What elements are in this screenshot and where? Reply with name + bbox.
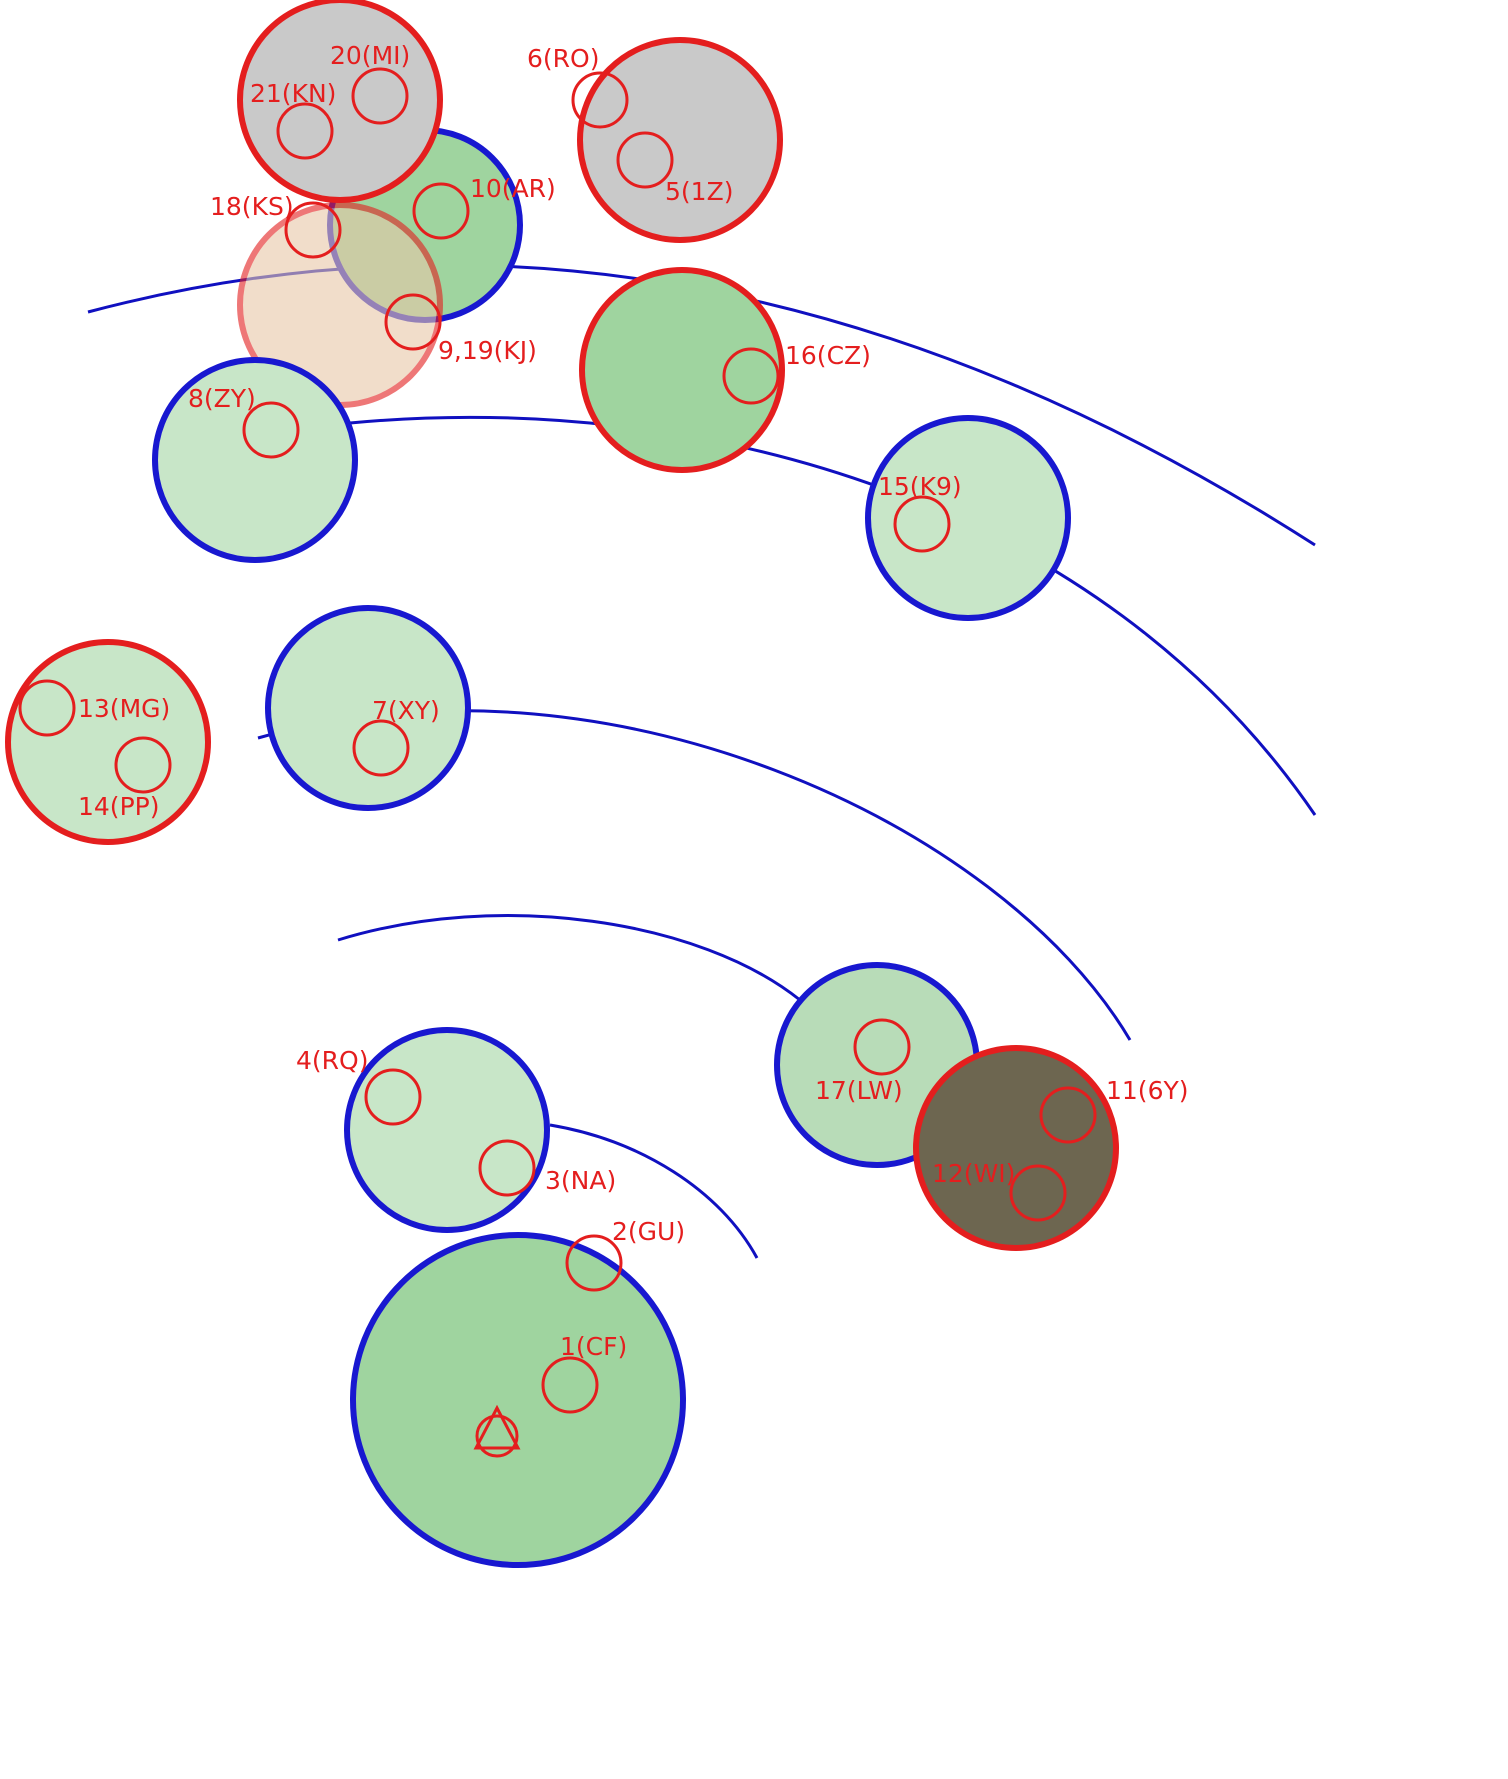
finish-circle: [475, 1414, 519, 1458]
map-inset: [350, 1232, 686, 1568]
control-label: 2(GU): [612, 1217, 685, 1246]
map-inset: [865, 415, 1071, 621]
control-label: 17(LW): [815, 1076, 903, 1105]
map-inset: [344, 1027, 550, 1233]
control-label: 6(RO): [527, 44, 599, 73]
control-circle: [541, 1356, 599, 1414]
control-circle: [276, 102, 334, 160]
control-circle: [571, 71, 629, 129]
control-label: 9,19(KJ): [438, 336, 537, 365]
control-label: 3(NA): [545, 1166, 616, 1195]
control-label: 21(KN): [250, 79, 336, 108]
control-circle: [722, 347, 780, 405]
map-inset: [265, 605, 471, 811]
control-circle: [1009, 1164, 1067, 1222]
control-label: 20(MI): [330, 41, 410, 70]
control-circle: [1039, 1086, 1097, 1144]
leg-arc: [337, 914, 801, 1002]
control-circle: [412, 182, 470, 240]
insets: [5, 0, 1119, 1568]
control-circle: [565, 1234, 623, 1292]
control-label: 15(K9): [878, 472, 962, 501]
map-inset: [579, 267, 785, 473]
control-circle: [478, 1139, 536, 1197]
controls: 1(CF) 2(GU) 3(NA) 4(RQ) 5(1Z) 6(RO) 7(XY) 8(ZY)…: [18, 41, 1189, 1458]
leg-arc: [549, 1123, 759, 1259]
map-inset: [152, 357, 358, 563]
control-circle: [616, 131, 674, 189]
control-label: 8(ZY): [188, 384, 256, 413]
control-label: 13(MG): [78, 694, 170, 723]
map-inset: [913, 1045, 1119, 1251]
control-label: 7(XY): [372, 696, 440, 725]
start-triangle: [473, 1404, 521, 1450]
leg-arc: [349, 415, 1317, 816]
control-label: 1(CF): [560, 1332, 627, 1361]
control-circle: [384, 293, 442, 351]
control-circle: [284, 201, 342, 259]
control-circle: [893, 495, 951, 553]
map-inset: [237, 0, 443, 203]
control-circle: [364, 1068, 422, 1126]
control-circle: [114, 736, 172, 794]
map-inset: [577, 37, 783, 243]
control-circle: [352, 719, 410, 777]
control-label: 10(AR): [470, 174, 556, 203]
control-label: 14(PP): [78, 792, 159, 821]
control-circle: [18, 679, 76, 737]
control-label: 16(CZ): [785, 341, 871, 370]
control-label: 4(RQ): [296, 1046, 368, 1075]
map-inset: [5, 639, 211, 845]
control-circle: [853, 1018, 911, 1076]
control-circle: [351, 67, 409, 125]
control-label: 18(KS): [210, 192, 294, 221]
control-label: 12(WI): [932, 1159, 1015, 1188]
control-label: 5(1Z): [665, 177, 733, 206]
control-label: 11(6Y): [1106, 1076, 1189, 1105]
control-circle: [242, 401, 300, 459]
